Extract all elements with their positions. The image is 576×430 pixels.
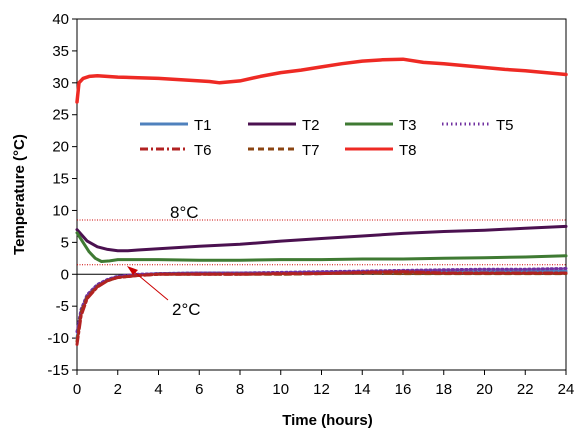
series-line-t5 [75, 267, 568, 334]
y-tick-label: 40 [52, 11, 69, 28]
legend-label-t3: T3 [399, 117, 417, 134]
annotation-arrow [131, 269, 169, 301]
series-line-t6 [75, 270, 568, 346]
series-line-t1 [75, 269, 568, 340]
y-tick-label: 20 [52, 139, 69, 156]
y-tick-label: 15 [52, 171, 69, 188]
x-tick-label: 12 [313, 381, 330, 398]
y-tick-label: 30 [52, 75, 69, 92]
y-tick-label: -5 [56, 298, 69, 315]
series-lines [75, 57, 568, 346]
x-tick-label: 4 [154, 381, 162, 398]
series-line-t8 [75, 57, 568, 104]
x-tick-label: 0 [73, 381, 81, 398]
annotation-arrowhead [127, 266, 138, 275]
y-tick-label: 25 [52, 107, 69, 124]
x-tick-label: 20 [476, 381, 493, 398]
x-axis-title: Time (hours) [282, 412, 373, 429]
y-tick-label: 5 [61, 234, 69, 251]
x-tick-label: 14 [354, 381, 371, 398]
y-axis-title: Temperature (°C) [11, 134, 28, 255]
legend-label-t7: T7 [302, 142, 320, 159]
y-tick-label: 0 [61, 266, 69, 283]
x-tick-label: 24 [558, 381, 575, 398]
y-tick-label: 10 [52, 202, 69, 219]
legend-label-t2: T2 [302, 117, 320, 134]
annotation-2c: 2°C [172, 300, 201, 319]
x-tick-label: 6 [195, 381, 203, 398]
y-tick-label: 35 [52, 43, 69, 60]
x-tick-label: 18 [435, 381, 452, 398]
x-tick-label: 10 [272, 381, 289, 398]
series-line-t2 [75, 224, 568, 253]
legend-label-t5: T5 [496, 117, 514, 134]
annotation-8c: 8°C [170, 203, 199, 222]
series-line-t3 [75, 231, 568, 263]
annotations: 8°C 2°C [127, 203, 201, 319]
legend-label-t6: T6 [194, 142, 212, 159]
reference-lines [77, 219, 566, 266]
y-tick-label: -15 [47, 362, 69, 379]
x-tick-label: 22 [517, 381, 534, 398]
x-tick-label: 16 [395, 381, 412, 398]
series-line-t7 [75, 271, 568, 343]
y-tick-label: -10 [47, 330, 69, 347]
x-tick-label: 2 [114, 381, 122, 398]
x-tick-label: 8 [236, 381, 244, 398]
plot-area-border [76, 18, 567, 371]
legend-label-t8: T8 [399, 142, 417, 159]
legend: T1 T2 T3 T5 T6 T7 T8 [140, 117, 514, 159]
legend-label-t1: T1 [194, 117, 212, 134]
